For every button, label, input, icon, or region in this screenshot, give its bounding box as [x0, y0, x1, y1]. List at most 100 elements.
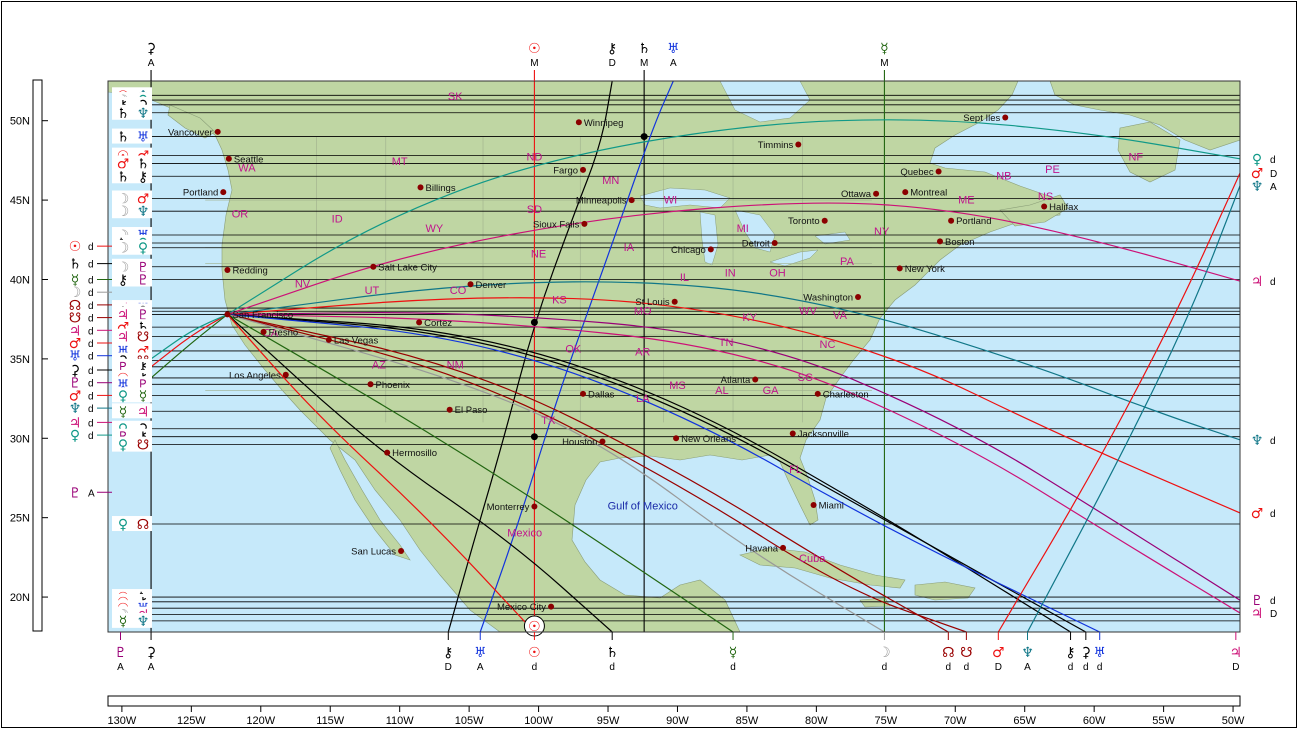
left-line-marker[interactable]: ♇ d	[69, 376, 112, 392]
bottom-line-marker[interactable]: ♂D	[992, 632, 1005, 673]
bottom-line-marker[interactable]: ☽d	[878, 632, 891, 673]
top-line-marker[interactable]: ☉M	[528, 41, 541, 69]
city-marker[interactable]: Sioux Falls	[533, 219, 588, 230]
right-line-marker[interactable]: ♂ D	[1251, 166, 1278, 182]
city-marker[interactable]: Halifax	[1041, 202, 1078, 213]
city-marker[interactable]: Ottawa	[841, 189, 880, 200]
top-line-marker[interactable]: ♅A	[667, 41, 680, 69]
city-marker[interactable]: Minneapolis	[576, 196, 635, 207]
city-marker[interactable]: Dallas	[580, 389, 615, 400]
city-marker[interactable]: Portland	[948, 216, 991, 227]
bottom-line-marker[interactable]: ☊d	[942, 632, 955, 673]
city-marker[interactable]: Vancouver	[168, 127, 221, 138]
city-marker[interactable]: Quebec	[900, 167, 942, 178]
lon-tick-label: 75W	[875, 715, 898, 727]
city-marker[interactable]: Washington	[803, 292, 862, 303]
bottom-line-marker[interactable]: ♅d	[1093, 632, 1106, 673]
top-line-marker[interactable]: ⚳A	[146, 41, 156, 69]
city-marker[interactable]: Winnipeg	[575, 118, 624, 129]
bottom-line-marker[interactable]: ♆A	[1021, 632, 1034, 673]
bottom-line-marker[interactable]: ☉d	[528, 632, 541, 673]
left-line-marker[interactable]: ♂ d	[69, 388, 112, 404]
city-marker[interactable]: Montreal	[902, 188, 947, 199]
bottom-line-marker[interactable]: ♃D	[1230, 632, 1243, 673]
city-marker[interactable]: Jacksonville	[789, 429, 849, 440]
city-marker[interactable]: New Orleans	[673, 434, 736, 445]
right-line-marker[interactable]: ♆ d	[1251, 433, 1276, 449]
marker-suffix: d	[88, 326, 94, 337]
city-marker[interactable]: Chicago	[671, 245, 714, 256]
left-line-marker[interactable]: ♃ d	[69, 323, 112, 339]
bottom-line-marker[interactable]: ♄d	[606, 632, 619, 673]
right-line-marker[interactable]: ♃ D	[1251, 606, 1278, 622]
city-marker[interactable]: Timmins	[758, 140, 802, 151]
city-marker[interactable]: Boston	[936, 237, 975, 248]
bottom-line-marker[interactable]: ☋d	[960, 632, 973, 673]
city-marker[interactable]: Monterrey	[487, 502, 538, 513]
left-line-marker[interactable]: ☿ d	[71, 272, 112, 288]
right-line-marker[interactable]: ♇ d	[1251, 593, 1276, 609]
bottom-line-marker[interactable]: ⚳d	[1081, 632, 1091, 673]
left-line-marker[interactable]: ♂ d	[69, 336, 112, 352]
bottom-line-marker[interactable]: ☿d	[729, 632, 738, 673]
city-marker[interactable]: Los Angeles	[229, 370, 289, 381]
city-dot	[752, 376, 759, 383]
city-marker[interactable]: Las Vegas	[325, 335, 379, 346]
city-marker[interactable]: Havana	[745, 543, 787, 554]
city-marker[interactable]: Portland	[183, 188, 227, 199]
city-marker[interactable]: Charleston	[814, 389, 869, 400]
city-marker[interactable]: Fresno	[260, 327, 299, 338]
left-line-marker[interactable]: ♄ d	[69, 257, 112, 273]
bottom-line-marker[interactable]: ⚷d	[1065, 632, 1076, 673]
planet-line	[997, 172, 1240, 632]
city-marker[interactable]: El Paso	[446, 405, 488, 416]
top-line-marker[interactable]: ⚷D	[607, 41, 617, 69]
city-marker[interactable]: Toronto	[788, 216, 828, 227]
city-marker[interactable]: Salt Lake City	[370, 262, 437, 273]
city-marker[interactable]: New York	[896, 264, 945, 275]
uranus-icon: ♅	[667, 41, 680, 57]
left-line-marker[interactable]: ♇ A	[69, 485, 112, 501]
city-marker[interactable]: St Louis	[635, 297, 678, 308]
city-marker[interactable]: Billings	[417, 183, 456, 194]
region-label: UT	[365, 285, 380, 297]
right-line-marker[interactable]: ♃ d	[1251, 274, 1276, 290]
city-marker[interactable]: Houston	[562, 437, 606, 448]
city-marker[interactable]: San Francisco	[224, 310, 293, 321]
bottom-line-marker[interactable]: ♇A	[114, 632, 127, 673]
right-line-marker[interactable]: ♀ d	[1252, 152, 1276, 168]
top-line-marker[interactable]: ☿M	[880, 41, 889, 69]
left-line-marker[interactable]: ☉ d	[69, 239, 112, 255]
city-marker[interactable]: Hermosillo	[384, 448, 437, 459]
top-line-marker[interactable]: ♄M	[638, 41, 651, 69]
bottom-line-marker[interactable]: ⚷D	[443, 632, 453, 673]
right-line-marker[interactable]: ♆ A	[1251, 179, 1277, 195]
city-marker[interactable]: Miami	[810, 500, 844, 511]
city-marker[interactable]: Seattle	[225, 154, 264, 165]
city-dot	[873, 190, 880, 197]
city-marker[interactable]: Denver	[467, 280, 507, 291]
city-marker[interactable]: Fargo	[553, 165, 587, 176]
city-marker[interactable]: Mexico City	[497, 602, 555, 613]
left-line-marker[interactable]: ♆ d	[69, 401, 112, 417]
city-marker[interactable]: Cortez	[416, 318, 452, 329]
left-line-marker[interactable]: ♃ d	[69, 415, 112, 431]
left-line-marker[interactable]: ☊ d	[69, 298, 112, 314]
city-marker[interactable]: Phoenix	[367, 380, 411, 391]
marker-suffix: d	[1270, 436, 1276, 447]
city-marker[interactable]: Redding	[224, 265, 268, 276]
bottom-line-marker[interactable]: ♅A	[474, 632, 487, 673]
city-marker[interactable]: Atlanta	[721, 375, 759, 386]
left-line-marker[interactable]: ♅ d	[69, 349, 112, 365]
left-line-marker[interactable]: ☽ d	[69, 285, 112, 301]
left-line-marker[interactable]: ♀ d	[70, 428, 112, 444]
bottom-line-marker[interactable]: ⚳A	[146, 632, 156, 673]
paran-glyph-bg	[112, 203, 152, 219]
left-line-marker[interactable]: ☋ d	[69, 311, 112, 327]
city-marker[interactable]: San Lucas	[351, 547, 405, 558]
city-marker[interactable]: Sept Iles	[963, 113, 1009, 124]
left-line-marker[interactable]: ⚳ d	[70, 363, 112, 379]
right-line-marker[interactable]: ♂ d	[1251, 506, 1276, 522]
city-marker[interactable]: Detroit	[742, 238, 778, 249]
